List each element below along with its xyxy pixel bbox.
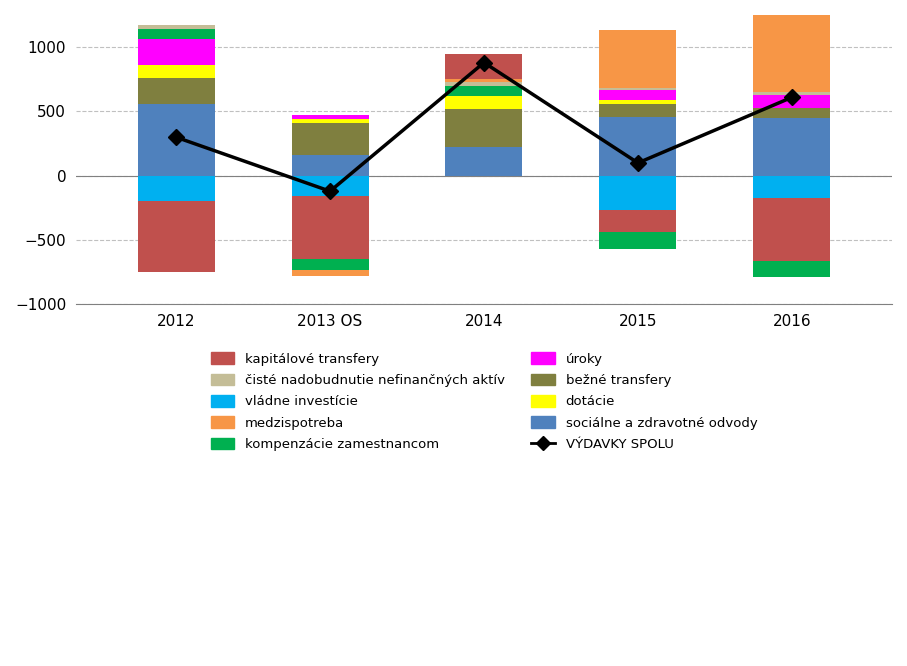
Bar <box>291 259 368 270</box>
Bar <box>291 155 368 176</box>
Bar <box>754 118 831 176</box>
Line: VÝDAVKY SPOLU: VÝDAVKY SPOLU <box>171 57 797 196</box>
Bar <box>138 176 215 202</box>
Bar <box>754 176 831 198</box>
VÝDAVKY SPOLU <box>479 59 490 67</box>
Bar <box>138 29 215 39</box>
Bar <box>600 100 677 104</box>
Bar <box>445 82 522 86</box>
Bar <box>291 115 368 119</box>
Bar <box>600 89 677 90</box>
VÝDAVKY SPOLU <box>632 159 643 167</box>
Bar <box>600 176 677 210</box>
Bar <box>138 78 215 104</box>
Bar <box>291 119 368 123</box>
Bar <box>291 196 368 259</box>
Bar <box>445 79 522 82</box>
VÝDAVKY SPOLU <box>786 93 797 101</box>
Bar <box>754 198 831 261</box>
Bar <box>600 117 677 176</box>
Bar <box>138 104 215 176</box>
Bar <box>291 123 368 155</box>
VÝDAVKY SPOLU <box>325 187 336 195</box>
Bar <box>445 109 522 147</box>
Bar <box>138 39 215 65</box>
Bar <box>445 147 522 176</box>
Bar <box>754 10 831 92</box>
Bar <box>754 92 831 95</box>
Bar <box>600 90 677 100</box>
Bar <box>600 104 677 117</box>
Bar <box>138 65 215 78</box>
Bar <box>754 95 831 108</box>
Bar <box>600 210 677 232</box>
Bar <box>754 108 831 118</box>
Bar <box>445 96 522 109</box>
Bar <box>445 53 522 79</box>
VÝDAVKY SPOLU <box>171 133 181 141</box>
Bar <box>600 232 677 249</box>
Bar <box>754 261 831 277</box>
Legend: kapitálové transfery, čisté nadobudnutie nefinančných aktív, vládne investície, : kapitálové transfery, čisté nadobudnutie… <box>204 346 764 458</box>
Bar <box>138 202 215 272</box>
Bar <box>445 86 522 96</box>
Bar <box>291 176 368 196</box>
Bar <box>291 270 368 276</box>
Bar <box>600 31 677 89</box>
Bar <box>138 25 215 29</box>
